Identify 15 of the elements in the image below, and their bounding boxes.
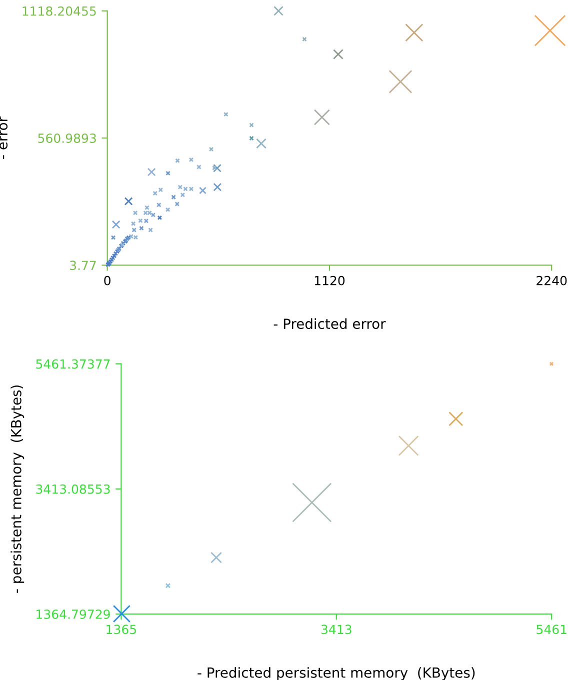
y-tick-label: 5461.37377 [36, 359, 110, 369]
x-tick-label: 1120 [314, 276, 345, 286]
y-tick-label: 560.9893 [38, 134, 96, 143]
x-tick-label: 5461 [536, 624, 566, 634]
x-axis-title: - Predicted error [274, 318, 386, 330]
x-tick-label: 1365 [106, 624, 136, 634]
x-tick-label: 0 [104, 276, 110, 286]
x-tick-label: 3413 [321, 624, 352, 634]
y-tick-label: 3.77 [70, 260, 96, 270]
y-tick-label: 3413.08553 [36, 484, 110, 494]
y-axis-title: - persistent memory (KBytes) [10, 385, 24, 593]
y-axis-title: - error [0, 116, 8, 159]
x-tick-label: 2240 [536, 276, 567, 286]
y-tick-label: 1118.20455 [22, 6, 96, 16]
y-tick-label: 1364.79729 [36, 610, 110, 619]
